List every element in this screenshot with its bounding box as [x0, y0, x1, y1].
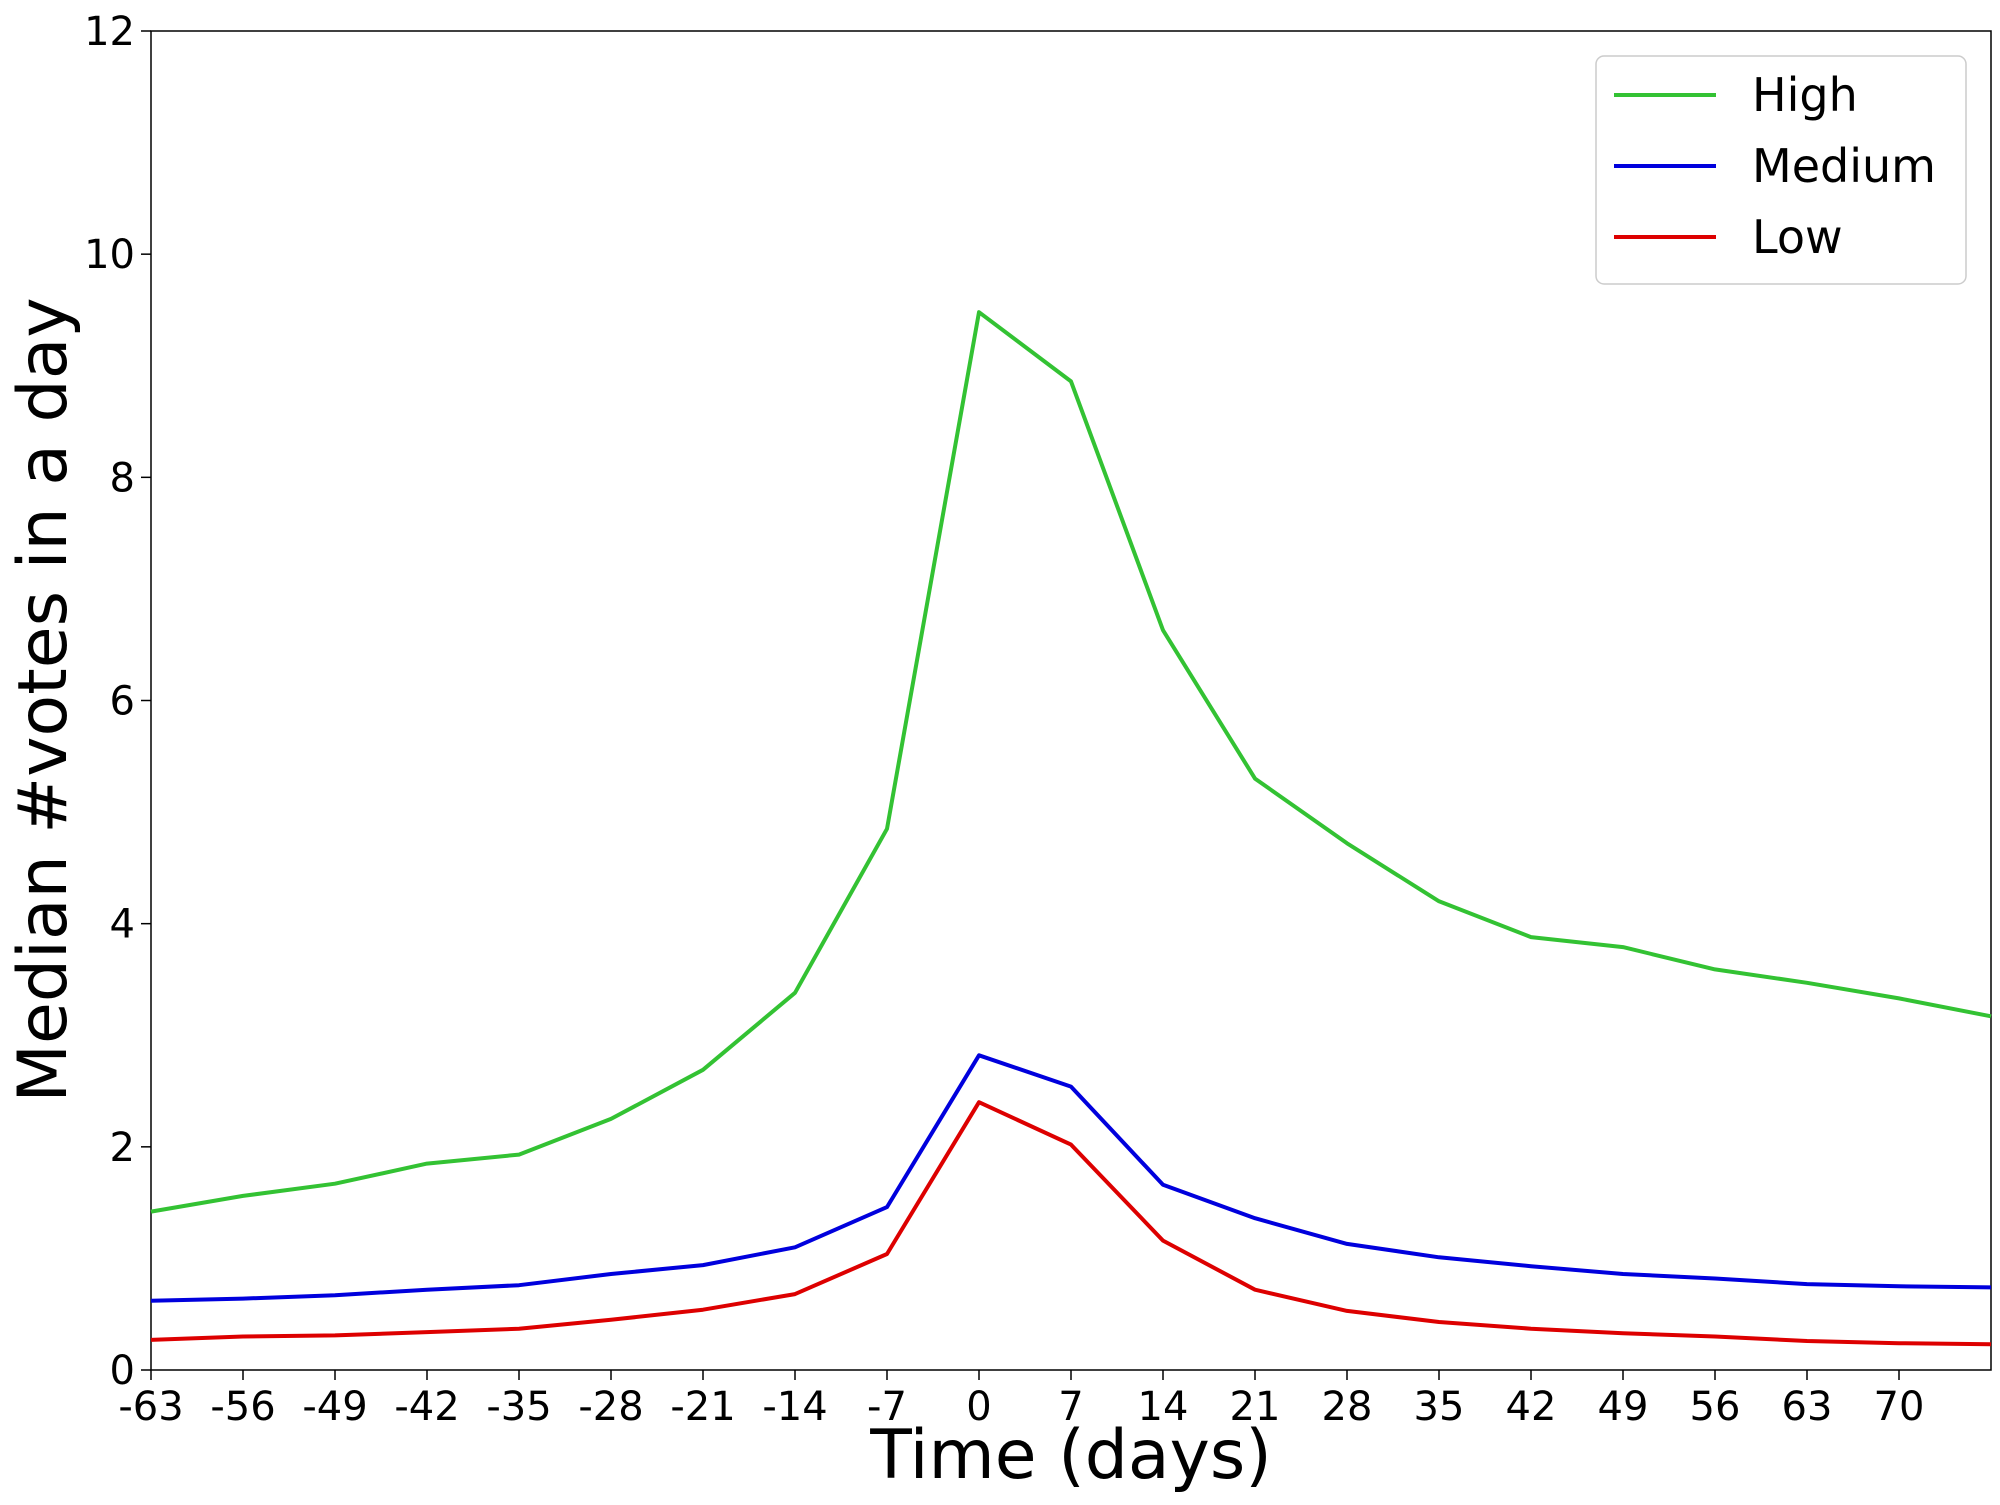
- x-tick-label: -56: [210, 1384, 275, 1430]
- y-axis-title: Median #votes in a day: [4, 297, 83, 1102]
- x-tick-label: -42: [394, 1384, 459, 1430]
- legend: High Medium Low: [1595, 55, 1967, 285]
- x-axis-title: Time (days): [869, 1416, 1272, 1495]
- legend-label-low: Low: [1752, 210, 1843, 264]
- x-tick-label: 35: [1414, 1384, 1465, 1430]
- x-tick-label: 56: [1690, 1384, 1741, 1430]
- y-tick-label: 4: [110, 902, 135, 948]
- x-axis: -63 -56 -49 -42 -35 -28 -21 -14 -7 0 7 14 21 28 35 42 49…: [118, 1370, 1924, 1430]
- x-tick-label: -7: [867, 1384, 907, 1430]
- y-axis: 0 2 4 6 8 10 12: [84, 9, 151, 1394]
- y-tick-label: 0: [110, 1348, 135, 1394]
- legend-label-medium: Medium: [1752, 139, 1936, 193]
- series-line-low: [150, 1100, 1992, 1347]
- x-tick-label: 49: [1598, 1384, 1649, 1430]
- legend-label-high: High: [1752, 68, 1858, 122]
- x-tick-label: -63: [118, 1384, 183, 1430]
- x-tick-label: -49: [302, 1384, 367, 1430]
- x-tick-label: -35: [486, 1384, 551, 1430]
- series-line-high: [150, 310, 1992, 1214]
- x-tick-label: 0: [966, 1384, 991, 1430]
- x-tick-label: -28: [578, 1384, 643, 1430]
- series-layer: [150, 310, 1992, 1347]
- y-tick-label: 8: [110, 455, 135, 501]
- x-tick-label: -14: [762, 1384, 827, 1430]
- x-tick-label: 42: [1506, 1384, 1557, 1430]
- x-tick-label: -21: [670, 1384, 735, 1430]
- x-tick-label: 14: [1138, 1384, 1189, 1430]
- x-tick-label: 7: [1058, 1384, 1083, 1430]
- series-line-medium: [150, 1053, 1992, 1303]
- y-tick-label: 2: [110, 1125, 135, 1171]
- x-tick-label: 70: [1874, 1384, 1925, 1430]
- x-tick-label: 21: [1230, 1384, 1281, 1430]
- y-tick-label: 10: [84, 232, 135, 278]
- y-tick-label: 6: [110, 679, 135, 725]
- legend-frame: [1595, 55, 1967, 285]
- y-tick-label: 12: [84, 9, 135, 55]
- x-tick-label: 63: [1782, 1384, 1833, 1430]
- x-tick-label: 28: [1322, 1384, 1373, 1430]
